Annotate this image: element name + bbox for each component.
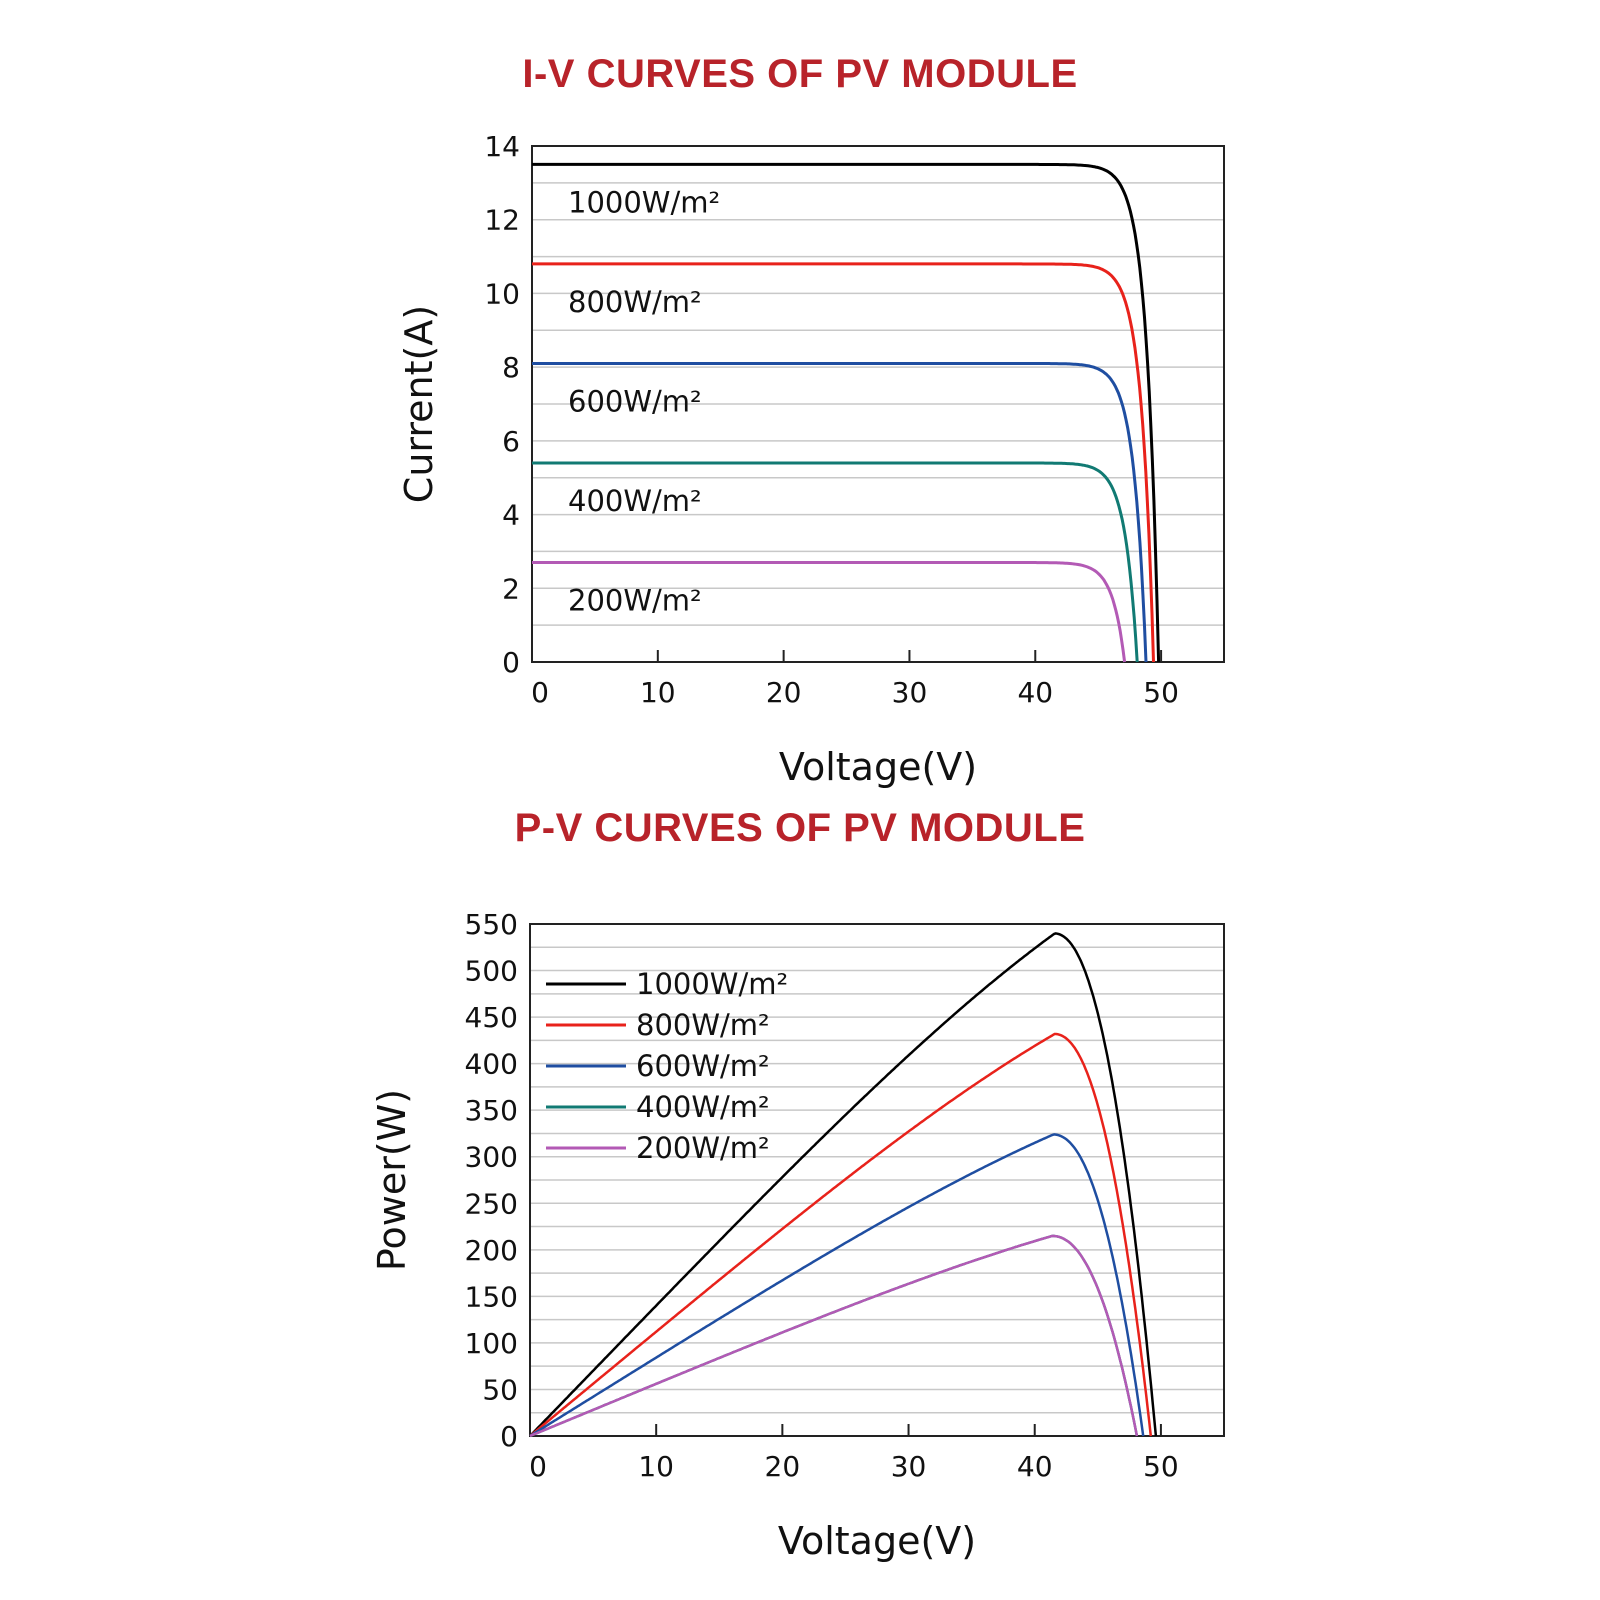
y-tick-label: 550 [465,908,518,941]
y-tick-label: 350 [465,1094,518,1127]
x-axis-title: Voltage(V) [779,745,977,789]
legend-label: 200W/m² [636,1131,770,1165]
plot-frame [531,145,1225,663]
y-tick-label: 2 [502,572,520,605]
iv-chart: 0 10 20 30 40 50 0 2 4 6 8 10 12 14 Voltage(V) Current(… [397,130,1225,789]
x-tick-label: 40 [1017,1450,1053,1483]
iv-curve [532,362,1148,663]
y-tick-label: 100 [465,1327,518,1360]
iv-curve-label: 200W/m² [568,583,702,617]
x-tick-label: 50 [1143,1450,1179,1483]
y-tick-label: 450 [465,1001,518,1034]
y-tick-label: 250 [465,1187,518,1220]
x-tick-label: 40 [1017,676,1053,709]
pv-curve [529,1032,1153,1437]
y-tick-label: 400 [465,1048,518,1081]
iv-curve [532,461,1139,663]
x-tick-label: 0 [531,676,549,709]
x-tick-label: 50 [1143,676,1179,709]
x-tick-label: 10 [638,1450,674,1483]
y-tick-label: 0 [500,1420,518,1453]
y-tick-label: 200 [465,1234,518,1267]
y-tick-label: 4 [502,499,520,532]
pv-curve [529,1234,1139,1438]
x-tick-label: 10 [640,676,676,709]
legend-label: 400W/m² [636,1090,770,1124]
iv-chart-title: I-V CURVES OF PV MODULE [522,52,1078,96]
pv-curve [529,1234,1139,1438]
y-tick-label: 150 [465,1280,518,1313]
legend-label: 1000W/m² [636,967,788,1001]
y-tick-label: 12 [484,204,520,237]
x-tick-label: 0 [529,1450,547,1483]
iv-curve-label: 800W/m² [568,285,702,319]
x-tick-label: 30 [892,676,928,709]
iv-curve [532,262,1155,663]
plot-frame [529,923,1225,1437]
y-tick-label: 500 [465,955,518,988]
y-tick-label: 10 [484,277,520,310]
y-axis-title: Current(A) [397,305,441,503]
iv-curve-label: 1000W/m² [568,185,720,219]
iv-curve [532,561,1127,663]
pv-curve [529,1133,1145,1438]
iv-curve [532,162,1161,663]
pv-chart-title: P-V CURVES OF PV MODULE [514,806,1086,850]
x-axis-title: Voltage(V) [778,1519,976,1563]
iv-curve-label: 400W/m² [568,484,702,518]
y-tick-label: 14 [484,130,520,163]
pv-curve [529,932,1158,1437]
iv-curve-label: 600W/m² [568,384,702,418]
legend-label: 600W/m² [636,1049,770,1083]
legend-label: 800W/m² [636,1008,770,1042]
x-tick-label: 30 [891,1450,927,1483]
y-tick-label: 8 [502,351,520,384]
y-tick-label: 6 [502,425,520,458]
x-tick-label: 20 [766,676,802,709]
y-tick-label: 300 [465,1141,518,1174]
y-tick-label: 50 [482,1373,518,1406]
y-tick-label: 0 [502,646,520,679]
x-tick-label: 20 [765,1450,801,1483]
y-axis-title: Power(W) [370,1089,414,1271]
